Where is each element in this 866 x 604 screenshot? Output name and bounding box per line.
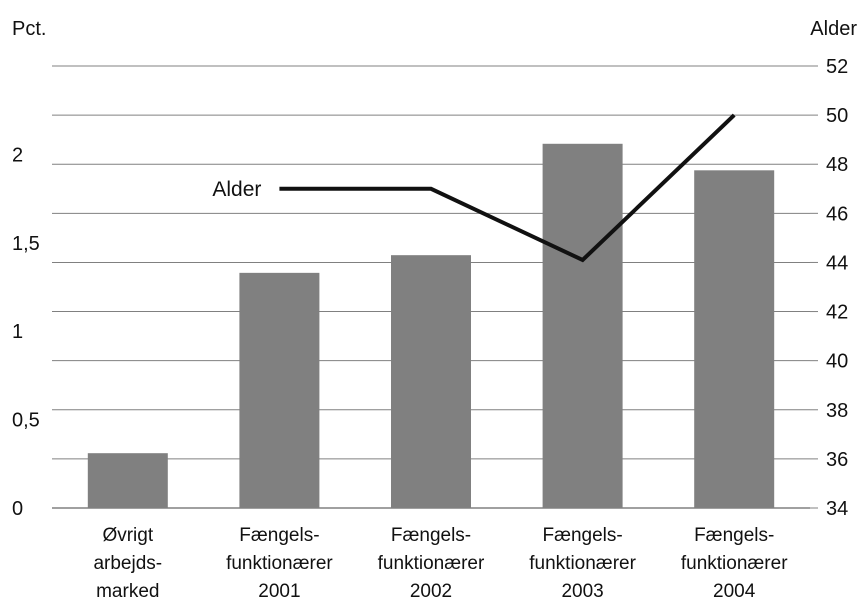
bar xyxy=(87,453,168,508)
y-right-tick-label: 50 xyxy=(826,105,848,127)
x-category-label-line: arbejds- xyxy=(93,553,162,574)
x-category-label-line: Fængels- xyxy=(542,525,622,546)
y-right-tick-label: 52 xyxy=(826,56,848,78)
axes: 0 0,5 1 1,5 2 34 36 38 40 42 44 46 48 50 52 Øvrigt arbej… xyxy=(12,56,848,602)
x-category-label: Fængels-funktionærer 2004 xyxy=(681,525,788,602)
bar-series xyxy=(87,143,775,509)
x-category-label-line: Fængels- xyxy=(391,525,471,546)
bar xyxy=(542,143,623,509)
y-right-tick-label: 34 xyxy=(826,498,848,520)
line-series: Alder xyxy=(212,113,736,263)
bar xyxy=(239,272,320,508)
y-right-tick-label: 48 xyxy=(826,154,848,176)
x-category-label-line: funktionærer xyxy=(378,553,485,574)
x-category-label-line: 2004 xyxy=(713,581,756,602)
y-right-axis-unit: Alder xyxy=(810,18,857,40)
x-category-label-line: funktionærer xyxy=(681,553,788,574)
y-left-axis-unit: Pct. xyxy=(12,18,46,40)
y-right-tick-label: 42 xyxy=(826,302,848,324)
x-category-label: Øvrigt arbejds-marked xyxy=(93,525,162,602)
x-category-label-line: Øvrigt xyxy=(102,525,153,546)
y-right-tick-label: 44 xyxy=(826,252,848,274)
x-category-label-line: funktionærer xyxy=(226,553,333,574)
y-right-tick-label: 36 xyxy=(826,449,848,471)
x-category-label: Fængels-funktionærer 2002 xyxy=(378,525,485,602)
bar xyxy=(391,255,471,508)
x-category-label-line: 2002 xyxy=(410,581,452,602)
x-category-label: Fængels-funktionærer 2003 xyxy=(529,525,636,602)
x-category-label-line: funktionærer xyxy=(529,553,636,574)
y-left-tick-label: 0,5 xyxy=(12,410,40,432)
x-category-label: Fængels-funktionærer 2001 xyxy=(226,525,333,602)
x-category-label-line: Fængels- xyxy=(694,525,774,546)
y-left-tick-label: 1,5 xyxy=(12,233,40,255)
y-right-tick-label: 40 xyxy=(826,351,848,373)
bar xyxy=(694,170,775,508)
y-left-tick-label: 2 xyxy=(12,144,23,166)
x-category-label-line: Fængels- xyxy=(239,525,319,546)
line-alder xyxy=(279,113,736,263)
y-right-tick-label: 38 xyxy=(826,400,848,422)
axis-labels: Pct. Alder xyxy=(12,18,857,40)
x-category-label-line: 2001 xyxy=(258,581,300,602)
x-category-label-line: marked xyxy=(96,581,159,602)
y-right-tick-label: 46 xyxy=(826,203,848,225)
series-label-alder: Alder xyxy=(212,178,261,201)
y-left-tick-label: 0 xyxy=(12,498,23,520)
y-left-tick-label: 1 xyxy=(12,321,23,343)
x-category-label-line: 2003 xyxy=(561,581,603,602)
